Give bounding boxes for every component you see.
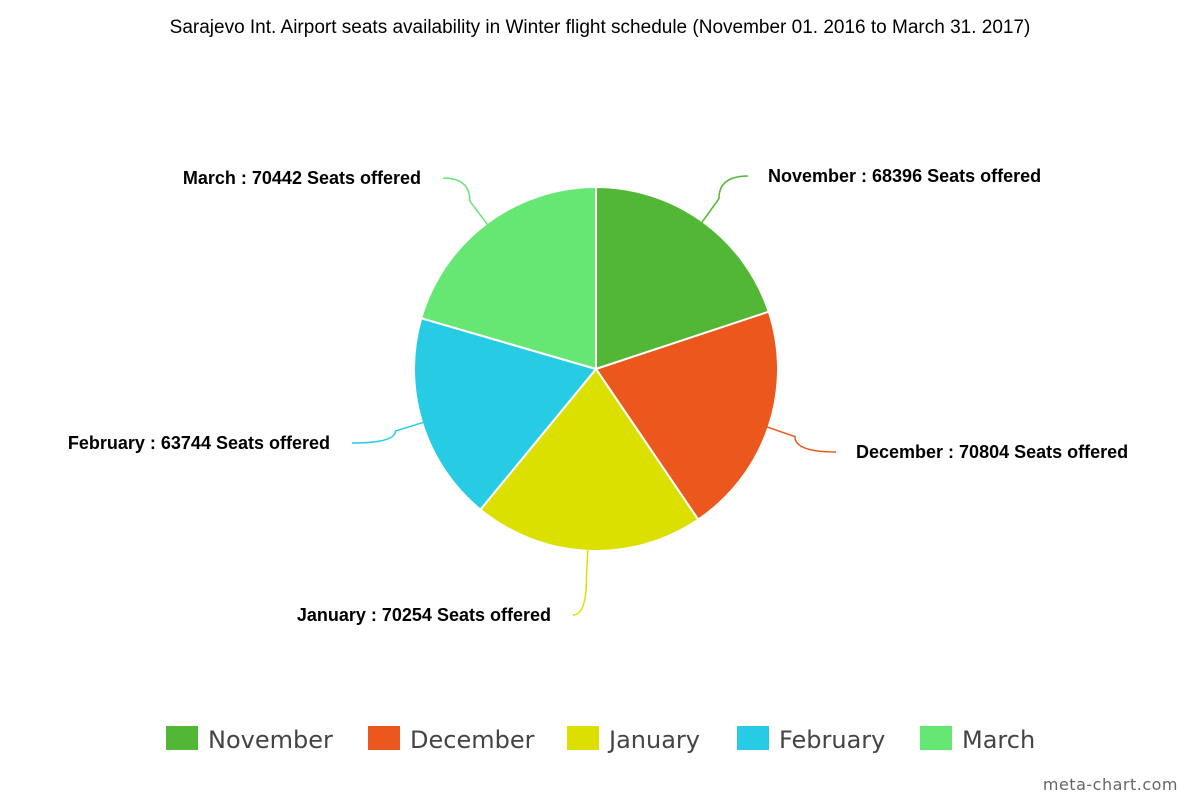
- legend-swatch-january[interactable]: [567, 726, 599, 750]
- leader-lines: [351, 175, 837, 616]
- leader-line-november: [700, 175, 749, 224]
- pie-slices: [413, 185, 779, 552]
- leader-line-december: [766, 426, 837, 453]
- slice-label-january: January : 70254 Seats offered: [297, 605, 551, 625]
- legend-label-november[interactable]: November: [208, 726, 333, 754]
- leader-line-march: [442, 177, 489, 226]
- credit-text: meta-chart.com: [1043, 775, 1178, 794]
- legend: November December January February March: [166, 726, 1035, 754]
- legend-swatch-november[interactable]: [166, 726, 198, 750]
- slice-label-november: November : 68396 Seats offered: [768, 166, 1041, 186]
- leader-line-february: [351, 421, 425, 444]
- legend-label-january[interactable]: January: [607, 726, 700, 754]
- legend-swatch-february[interactable]: [737, 726, 769, 750]
- legend-label-february[interactable]: February: [779, 726, 885, 754]
- legend-swatch-march[interactable]: [920, 726, 952, 750]
- slice-labels: November : 68396 Seats offered December :…: [68, 166, 1128, 625]
- slice-label-december: December : 70804 Seats offered: [856, 442, 1128, 462]
- legend-label-december[interactable]: December: [410, 726, 535, 754]
- slice-label-february: February : 63744 Seats offered: [68, 433, 330, 453]
- slice-label-march: March : 70442 Seats offered: [183, 168, 421, 188]
- chart-title: Sarajevo Int. Airport seats availability…: [170, 17, 1031, 38]
- legend-swatch-december[interactable]: [368, 726, 400, 750]
- leader-line-january: [572, 548, 589, 616]
- legend-label-march[interactable]: March: [962, 726, 1035, 754]
